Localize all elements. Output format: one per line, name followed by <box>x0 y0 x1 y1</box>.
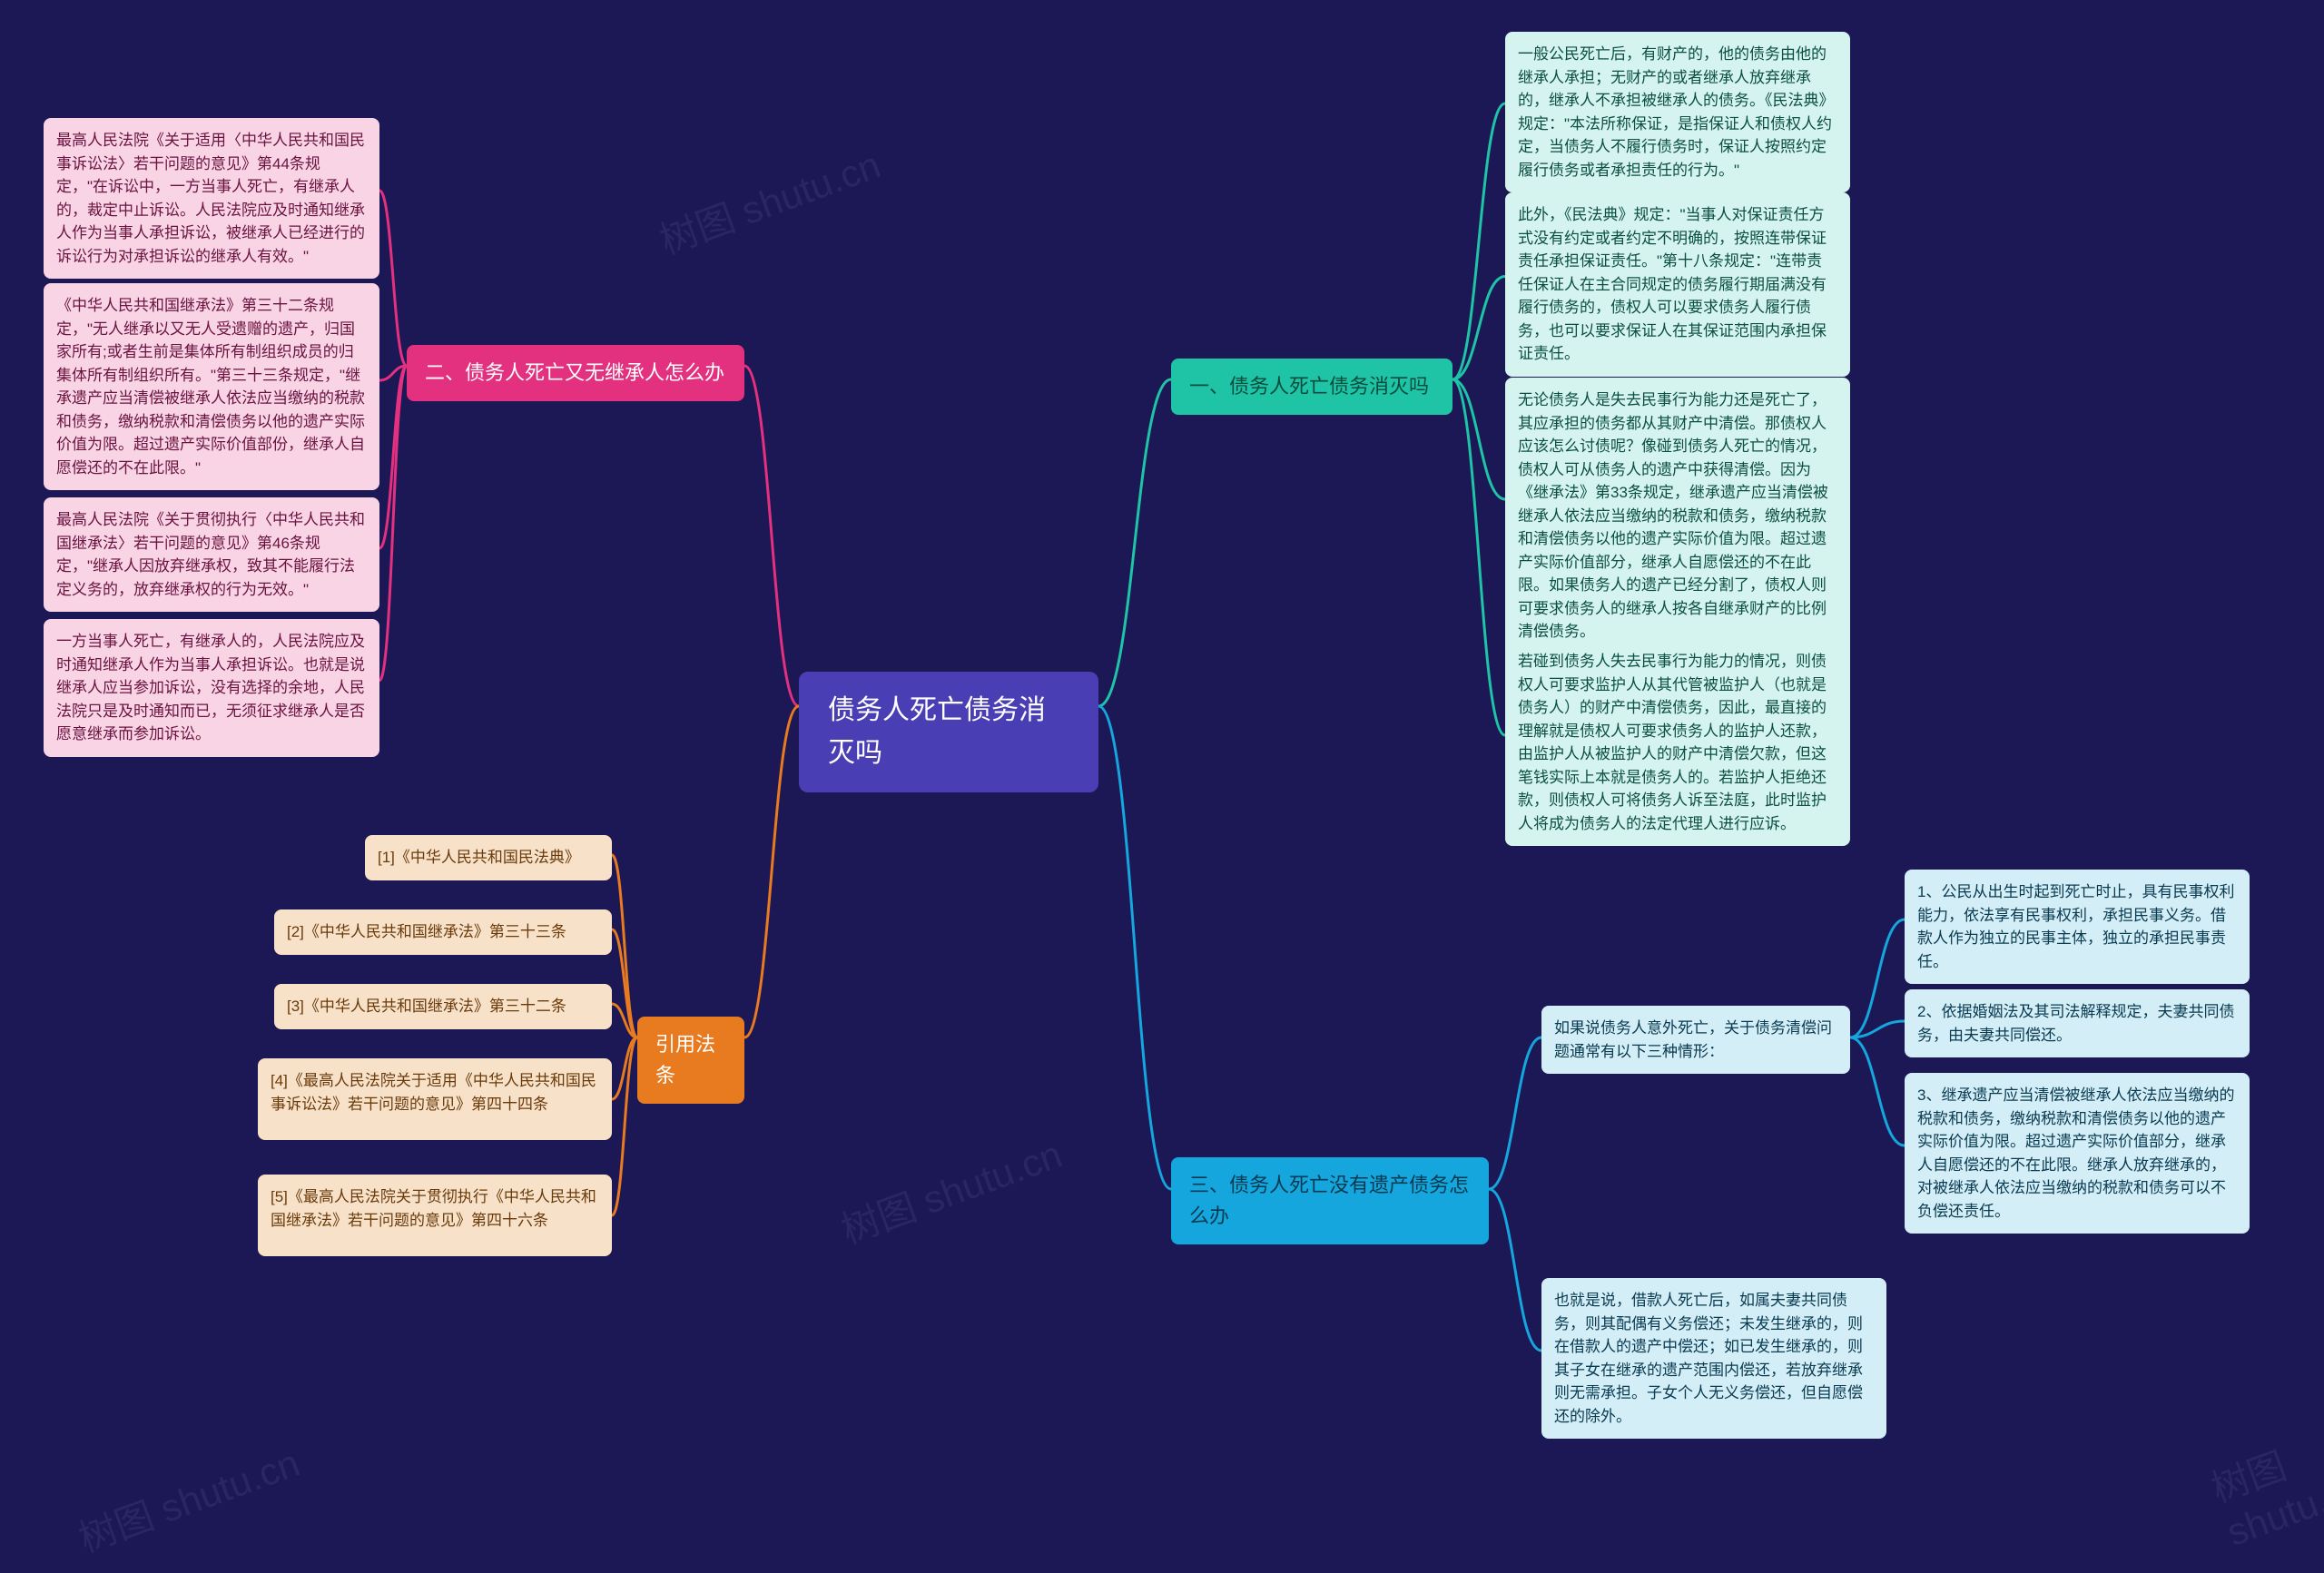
center-node: 债务人死亡债务消灭吗 <box>799 672 1098 792</box>
leaf-b2-2: 最高人民法院《关于贯彻执行〈中华人民共和国继承法〉若干问题的意见》第46条规定，… <box>44 497 379 612</box>
leaf-b2-3: 一方当事人死亡，有继承人的，人民法院应及时通知继承人作为当事人承担诉讼。也就是说… <box>44 619 379 757</box>
sub-b3: 如果说债务人意外死亡，关于债务清偿问题通常有以下三种情形： <box>1541 1006 1850 1074</box>
watermark: 树图 shutu.cn <box>2202 1412 2324 1555</box>
leaf-b4-0: [1]《中华人民共和国民法典》 <box>365 835 612 880</box>
leaf-b4-3: [4]《最高人民法院关于适用《中华人民共和国民事诉讼法》若干问题的意见》第四十四… <box>258 1058 612 1140</box>
watermark: 树图 shutu.cn <box>832 1124 1068 1254</box>
leaf-b1-1: 此外，《民法典》规定："当事人对保证责任方式没有约定或者约定不明确的，按照连带保… <box>1505 192 1850 377</box>
leaf-b2-0: 最高人民法院《关于适用〈中华人民共和国民事诉讼法〉若干问题的意见》第44条规定，… <box>44 118 379 279</box>
branch-b2: 二、债务人死亡又无继承人怎么办 <box>407 345 744 401</box>
branch-b3: 三、债务人死亡没有遗产债务怎么办 <box>1171 1157 1489 1244</box>
watermark: 树图 shutu.cn <box>651 134 887 265</box>
branch-b1: 一、债务人死亡债务消灭吗 <box>1171 359 1452 415</box>
subleaf-b3-2: 3、继承遗产应当清偿被继承人依法应当缴纳的税款和债务，缴纳税款和清偿债务以他的遗… <box>1905 1073 2250 1234</box>
subleaf-b3-0: 1、公民从出生时起到死亡时止，具有民事权利能力，依法享有民事权利，承担民事义务。… <box>1905 870 2250 984</box>
leaf-b1-2: 无论债务人是失去民事行为能力还是死亡了，其应承担的债务都从其财产中清偿。那债权人… <box>1505 378 1850 654</box>
leaf-b4-2: [3]《中华人民共和国继承法》第三十二条 <box>274 984 612 1029</box>
leaf-b4-1: [2]《中华人民共和国继承法》第三十三条 <box>274 909 612 955</box>
leaf-b2-1: 《中华人民共和国继承法》第三十二条规定，"无人继承以又无人受遗赠的遗产，归国家所… <box>44 283 379 490</box>
leaf-b4-4: [5]《最高人民法院关于贯彻执行《中华人民共和国继承法》若干问题的意见》第四十六… <box>258 1175 612 1256</box>
leaf-b1-0: 一般公民死亡后，有财产的，他的债务由他的继承人承担；无财产的或者继承人放弃继承的… <box>1505 32 1850 192</box>
branch-b4: 引用法条 <box>637 1017 744 1104</box>
subleaf-b3-1: 2、依据婚姻法及其司法解释规定，夫妻共同债务，由夫妻共同偿还。 <box>1905 989 2250 1057</box>
leaf-b1-3: 若碰到债务人失去民事行为能力的情况，则债权人可要求监护人从其代管被监护人（也就是… <box>1505 639 1850 846</box>
leaf-b3-0: 也就是说，借款人死亡后，如属夫妻共同债务，则其配偶有义务偿还；未发生继承的，则在… <box>1541 1278 1886 1439</box>
watermark: 树图 shutu.cn <box>70 1432 306 1563</box>
